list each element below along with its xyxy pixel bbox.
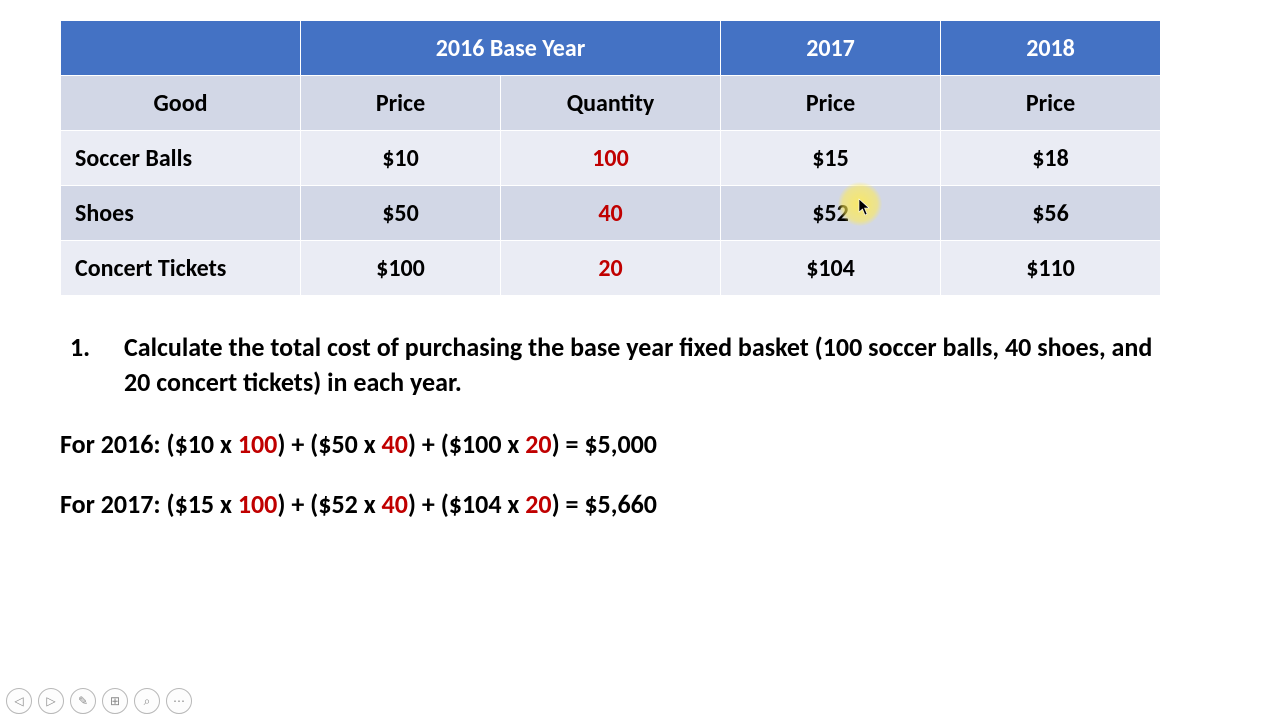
cell-price: $104: [721, 241, 941, 296]
eq-text: $15 x: [175, 488, 238, 520]
eq-qty: 40: [382, 488, 408, 520]
grid-icon: ⊞: [110, 694, 120, 708]
zoom-button[interactable]: ⌕: [134, 688, 160, 714]
chevron-right-icon: ▷: [46, 694, 55, 708]
equation-2016: For 2016: ($10 x 100) + ($50 x 40) + ($1…: [60, 428, 1220, 460]
cell-good: Concert Tickets: [61, 241, 301, 296]
cell-price: $15: [721, 131, 941, 186]
cell-price: $10: [301, 131, 501, 186]
cell-price: $100: [301, 241, 501, 296]
table-row: Shoes $50 40 $52 $56: [61, 186, 1161, 241]
eq-text: $10 x: [175, 428, 238, 460]
eq-text: For 2016: (: [60, 428, 175, 460]
eq-qty: 100: [238, 428, 278, 460]
question-number: 1.: [60, 330, 124, 400]
eq-text: $100 x: [449, 428, 525, 460]
eq-qty: 100: [238, 488, 278, 520]
cell-qty: 20: [501, 241, 721, 296]
header-blank: [61, 21, 301, 76]
table-header-labels: Good Price Quantity Price Price: [61, 76, 1161, 131]
eq-qty: 40: [382, 428, 408, 460]
eq-text: $50 x: [318, 428, 381, 460]
eq-text: ) = $5,660: [552, 488, 657, 520]
eq-text: ) + (: [408, 428, 449, 460]
col-quantity: Quantity: [501, 76, 721, 131]
eq-text: $52 x: [318, 488, 381, 520]
col-price-2017: Price: [721, 76, 941, 131]
col-price: Price: [301, 76, 501, 131]
eq-text: ) + (: [277, 428, 318, 460]
equation-2017: For 2017: ($15 x 100) + ($52 x 40) + ($1…: [60, 488, 1220, 520]
question-block: 1. Calculate the total cost of purchasin…: [60, 330, 1180, 400]
presenter-toolbar: ◁ ▷ ✎ ⊞ ⌕ ⋯: [6, 688, 192, 714]
header-2017: 2017: [721, 21, 941, 76]
cell-good: Soccer Balls: [61, 131, 301, 186]
question-text: Calculate the total cost of purchasing t…: [124, 330, 1180, 400]
eq-qty: 20: [525, 428, 551, 460]
eq-text: ) + (: [277, 488, 318, 520]
see-all-slides-button[interactable]: ⊞: [102, 688, 128, 714]
header-base-year: 2016 Base Year: [301, 21, 721, 76]
cell-good: Shoes: [61, 186, 301, 241]
table-row: Soccer Balls $10 100 $15 $18: [61, 131, 1161, 186]
eq-text: $104 x: [449, 488, 525, 520]
eq-text: For 2017: (: [60, 488, 175, 520]
eq-text: ) + (: [408, 488, 449, 520]
eq-qty: 20: [525, 488, 551, 520]
slide-content: 2016 Base Year 2017 2018 Good Price Quan…: [0, 0, 1280, 720]
table-row: Concert Tickets $100 20 $104 $110: [61, 241, 1161, 296]
ellipsis-icon: ⋯: [173, 694, 185, 708]
magnifier-icon: ⌕: [144, 694, 151, 709]
pen-icon: ✎: [78, 694, 88, 708]
table-header-years: 2016 Base Year 2017 2018: [61, 21, 1161, 76]
price-quantity-table: 2016 Base Year 2017 2018 Good Price Quan…: [60, 20, 1161, 296]
cell-qty: 40: [501, 186, 721, 241]
cell-qty: 100: [501, 131, 721, 186]
more-options-button[interactable]: ⋯: [166, 688, 192, 714]
cell-price: $50: [301, 186, 501, 241]
pen-tool-button[interactable]: ✎: [70, 688, 96, 714]
prev-slide-button[interactable]: ◁: [6, 688, 32, 714]
header-2018: 2018: [941, 21, 1161, 76]
cell-price: $18: [941, 131, 1161, 186]
eq-text: ) = $5,000: [552, 428, 657, 460]
cell-price: $56: [941, 186, 1161, 241]
col-price-2018: Price: [941, 76, 1161, 131]
next-slide-button[interactable]: ▷: [38, 688, 64, 714]
cell-price: $52: [721, 186, 941, 241]
chevron-left-icon: ◁: [14, 694, 23, 708]
cell-price: $110: [941, 241, 1161, 296]
col-good: Good: [61, 76, 301, 131]
